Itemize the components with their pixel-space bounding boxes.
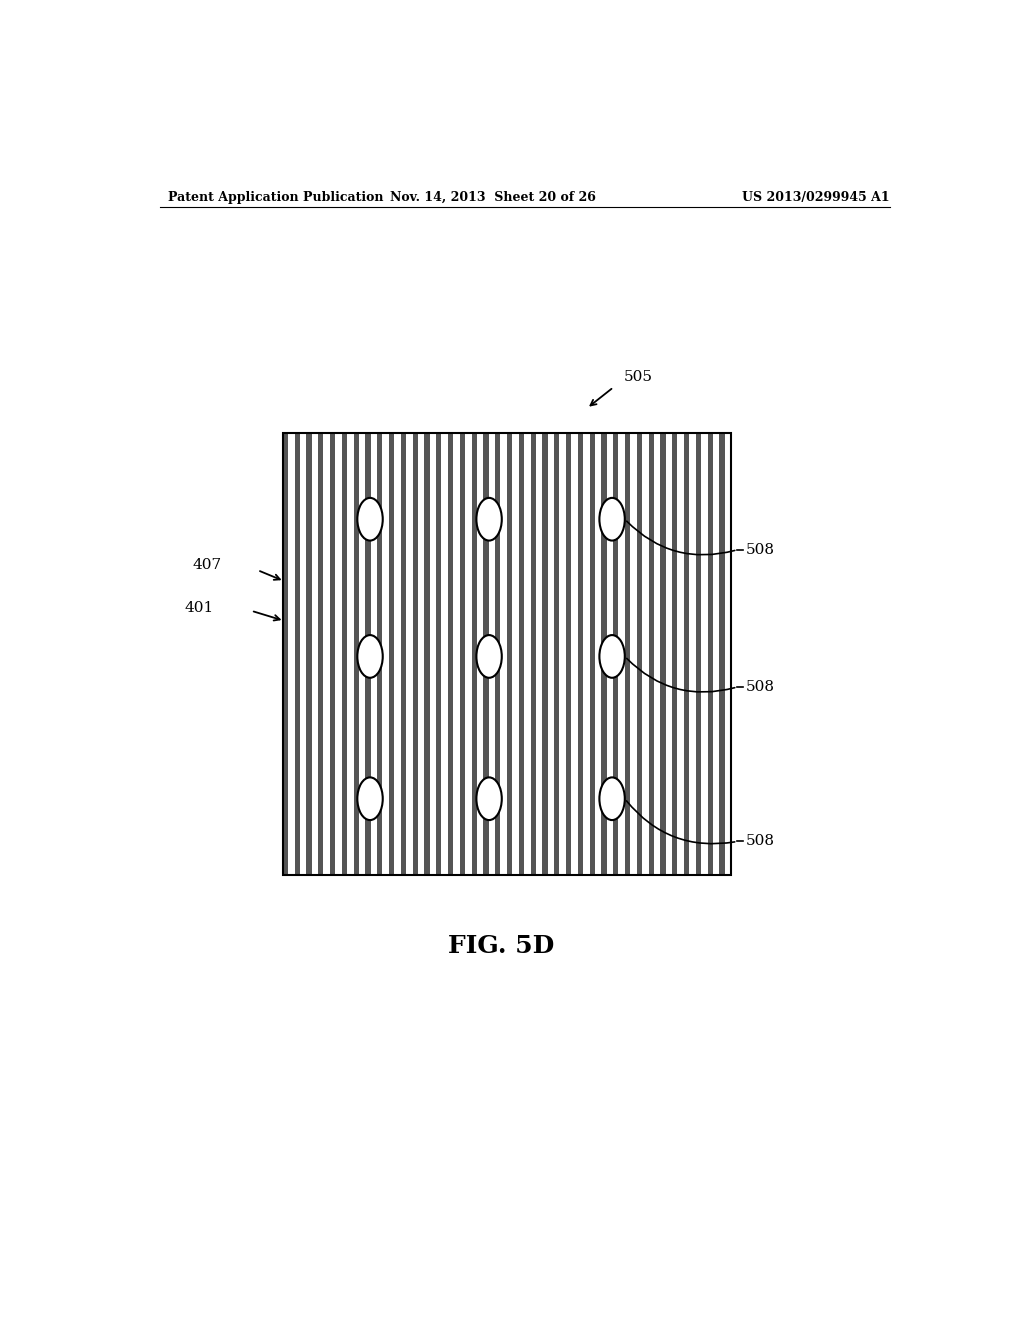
Text: 407: 407	[193, 558, 221, 572]
Bar	[471, 433, 477, 875]
Bar	[530, 433, 536, 875]
Bar	[519, 433, 524, 875]
Bar	[719, 433, 725, 875]
Bar	[366, 433, 371, 875]
Ellipse shape	[357, 777, 383, 820]
Bar	[648, 433, 654, 875]
Bar	[566, 433, 571, 875]
Ellipse shape	[599, 498, 625, 541]
Ellipse shape	[357, 498, 383, 541]
Ellipse shape	[476, 498, 502, 541]
Bar	[353, 433, 358, 875]
Text: 505: 505	[624, 370, 653, 384]
Bar	[637, 433, 642, 875]
Text: 508: 508	[745, 680, 774, 694]
Ellipse shape	[476, 635, 502, 677]
Bar	[578, 433, 583, 875]
Bar	[342, 433, 347, 875]
Bar	[708, 433, 713, 875]
Bar	[483, 433, 488, 875]
Bar	[377, 433, 382, 875]
Bar	[330, 433, 335, 875]
Text: US 2013/0299945 A1: US 2013/0299945 A1	[742, 190, 890, 203]
Bar	[684, 433, 689, 875]
Bar	[543, 433, 548, 875]
Ellipse shape	[599, 777, 625, 820]
Bar	[660, 433, 666, 875]
Bar	[306, 433, 311, 875]
Text: FIG. 5D: FIG. 5D	[447, 935, 554, 958]
Bar	[283, 433, 731, 875]
Ellipse shape	[357, 635, 383, 677]
Bar	[496, 433, 501, 875]
Text: Nov. 14, 2013  Sheet 20 of 26: Nov. 14, 2013 Sheet 20 of 26	[390, 190, 596, 203]
Bar	[436, 433, 441, 875]
Ellipse shape	[599, 635, 625, 677]
Text: Patent Application Publication: Patent Application Publication	[168, 190, 383, 203]
Text: 508: 508	[745, 834, 774, 849]
Ellipse shape	[476, 777, 502, 820]
Bar	[400, 433, 407, 875]
Bar	[318, 433, 324, 875]
Bar	[695, 433, 701, 875]
Bar	[447, 433, 454, 875]
Bar	[554, 433, 559, 875]
Bar	[507, 433, 512, 875]
Bar	[389, 433, 394, 875]
Bar	[460, 433, 465, 875]
Bar	[413, 433, 418, 875]
Bar	[283, 433, 288, 875]
Bar	[283, 433, 731, 875]
Bar	[672, 433, 678, 875]
Bar	[590, 433, 595, 875]
Text: 401: 401	[184, 601, 214, 615]
Bar	[601, 433, 606, 875]
Bar	[613, 433, 618, 875]
Bar	[625, 433, 630, 875]
Text: 508: 508	[745, 543, 774, 557]
Bar	[424, 433, 430, 875]
Bar	[295, 433, 300, 875]
